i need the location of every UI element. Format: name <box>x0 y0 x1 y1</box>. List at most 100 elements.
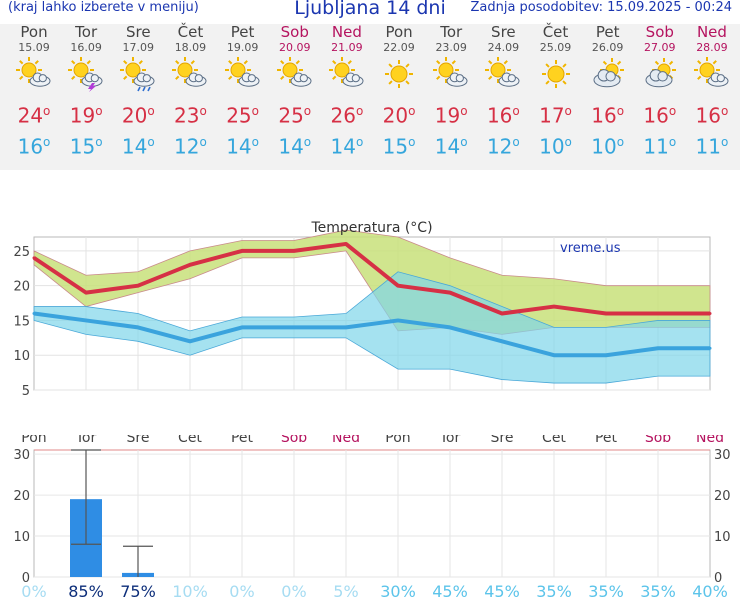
min-temperature: 11o <box>695 134 729 159</box>
min-temperature: 14o <box>330 134 364 159</box>
y-tick-label-left: 20 <box>13 489 30 504</box>
probability-label: 35% <box>588 582 624 600</box>
min-point <box>448 325 452 329</box>
min-point <box>500 339 504 343</box>
day-name: Pon <box>20 23 48 41</box>
day-name: Sob <box>280 23 309 41</box>
category-label: Sob <box>645 435 671 446</box>
day-name: Tor <box>440 23 463 41</box>
header: (kraj lahko izberete v meniju) Ljubljana… <box>0 0 740 22</box>
min-temperature: 11o <box>643 134 677 159</box>
min-point <box>344 325 348 329</box>
probability-label: 0% <box>281 582 306 600</box>
day-column: Čet 18.09 23o 12o <box>164 24 216 159</box>
day-date: 25.09 <box>539 41 572 54</box>
max-temperature: 24o <box>17 103 51 128</box>
category-label: Tor <box>439 435 461 446</box>
category-label: Sre <box>491 435 514 446</box>
y-tick-label: 25 <box>13 245 30 260</box>
day-name: Ned <box>331 23 362 41</box>
sun-cloud-rain-icon <box>112 54 164 98</box>
max-temperature: 17o <box>539 103 572 128</box>
max-temperature: 16o <box>591 103 625 128</box>
day-name: Pon <box>385 23 413 41</box>
max-temperature: 19o <box>434 103 468 128</box>
location-menu-hint[interactable]: (kraj lahko izberete v meniju) <box>8 0 199 15</box>
category-label: Ned <box>332 435 360 446</box>
category-label: Čet <box>178 435 202 446</box>
category-label: Ned <box>696 435 724 446</box>
sun-cloud-storm-icon <box>60 54 112 98</box>
day-column: Ned 28.09 16o 11o <box>686 24 738 159</box>
min-temperature: 14o <box>278 134 312 159</box>
day-name: Čet <box>542 23 569 41</box>
max-point <box>32 256 36 260</box>
y-tick-label: 10 <box>13 349 30 364</box>
min-point <box>708 346 712 350</box>
probability-label: 45% <box>484 582 520 600</box>
forecast-strip: Pon 15.09 24o 16o Tor 16.09 19o 15o Sre 17.09 20o 1… <box>0 24 740 170</box>
day-date: 17.09 <box>122 41 155 54</box>
probability-label: 0% <box>21 582 46 600</box>
max-temperature-line <box>32 241 710 316</box>
day-date: 24.09 <box>487 41 520 54</box>
last-updated: Zadnja posodobitev: 15.09.2025 - 00:24 <box>470 0 732 15</box>
category-label: Pon <box>21 435 46 446</box>
day-date: 20.09 <box>279 41 311 54</box>
y-tick-label: 15 <box>13 314 30 329</box>
probability-label: 35% <box>536 582 572 600</box>
day-date: 28.09 <box>696 41 728 54</box>
max-point <box>708 312 712 315</box>
min-temperature: 14o <box>121 134 155 159</box>
day-column: Sob 27.09 16o 11o <box>634 24 686 159</box>
cloud-icon <box>634 54 686 98</box>
probability-label: 0% <box>229 582 254 600</box>
day-name: Pet <box>595 23 620 41</box>
max-point <box>84 291 88 295</box>
y-tick-label-right: 10 <box>714 530 731 545</box>
day-name: Sre <box>491 23 516 41</box>
min-temperature: 15o <box>69 134 103 159</box>
day-column: Tor 16.09 19o 15o <box>60 24 112 159</box>
day-date: 27.09 <box>644 41 676 54</box>
probability-label: 5% <box>333 582 358 600</box>
min-temperature: 12o <box>174 134 207 159</box>
category-label: Čet <box>542 435 566 446</box>
error-bar <box>71 449 101 545</box>
day-column: Pon 15.09 24o 16o <box>8 24 60 159</box>
temperature-chart: 5 10 15 20 25 Temperatura (°C) vreme.us <box>13 220 712 399</box>
y-tick-label-left: 10 <box>13 530 30 545</box>
max-point <box>604 312 608 315</box>
category-label: Pon <box>385 435 410 446</box>
min-temperature: 10o <box>591 134 625 159</box>
day-name: Sob <box>645 23 674 41</box>
sun-cloud-icon <box>217 54 269 98</box>
day-name: Sre <box>126 23 151 41</box>
min-point <box>188 339 192 343</box>
min-temperature: 12o <box>486 134 520 159</box>
sun-icon <box>373 54 425 98</box>
min-temperature-line <box>33 311 710 358</box>
min-point <box>396 318 400 322</box>
max-point <box>552 305 556 309</box>
max-temperature: 16o <box>695 103 729 128</box>
probability-label: 75% <box>120 582 156 600</box>
error-bar <box>123 545 153 577</box>
max-point <box>240 249 244 253</box>
day-column: Sre 24.09 16o 12o <box>477 24 529 159</box>
y-tick-label-right: 30 <box>714 448 731 463</box>
y-tick-label-right: 0 <box>714 571 722 586</box>
y-tick-label: 5 <box>22 384 30 399</box>
max-point <box>344 242 348 246</box>
min-temperature: 16o <box>17 134 51 159</box>
max-point <box>448 291 452 295</box>
day-name: Čet <box>177 23 204 41</box>
max-temperature: 23o <box>174 103 207 128</box>
sun-cloud-icon <box>321 54 373 98</box>
max-point <box>136 284 140 288</box>
category-label: Tor <box>75 435 97 446</box>
probability-label: 85% <box>68 582 104 600</box>
day-date: 19.09 <box>226 41 259 54</box>
min-temperature: 14o <box>434 134 468 159</box>
min-point <box>32 312 36 315</box>
